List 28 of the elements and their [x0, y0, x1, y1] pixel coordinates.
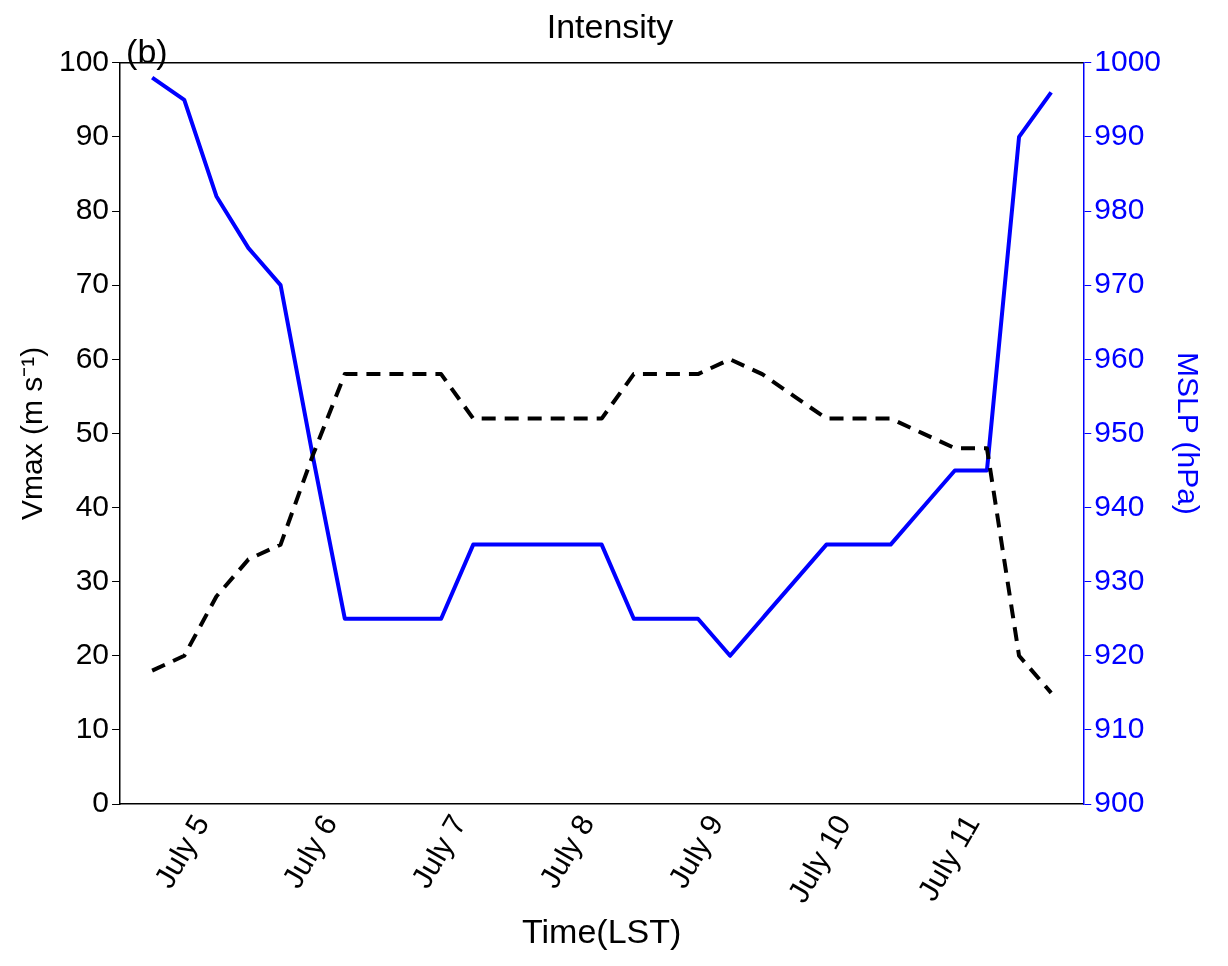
- y2-tick-label: 940: [1094, 488, 1145, 522]
- y-axis-title: Vmax (m s⁻¹): [15, 346, 49, 521]
- y-tick-label: 70: [75, 266, 110, 300]
- y2-tick-label: 910: [1094, 711, 1145, 745]
- y2-tick-label: 920: [1094, 637, 1145, 671]
- y-tick-label: 10: [75, 711, 110, 745]
- line-series: [150, 357, 1054, 695]
- y2-tick-label: 1000: [1094, 44, 1162, 78]
- y-tick-label: 90: [75, 118, 110, 152]
- y2-axis-title: MSLP (hPa): [1171, 351, 1205, 515]
- y-tick-label: 0: [92, 785, 110, 819]
- y2-tick-label: 960: [1094, 340, 1145, 374]
- x-axis-title: Time(LST): [522, 911, 682, 950]
- y-tick-label: 60: [75, 340, 110, 374]
- y2-tick-label: 900: [1094, 785, 1145, 819]
- y2-tick-label: 990: [1094, 118, 1145, 152]
- y-tick-label: 100: [58, 44, 110, 78]
- y2-tick-label: 950: [1094, 414, 1145, 448]
- y-tick-label: 80: [75, 192, 110, 226]
- y2-tick-label: 970: [1094, 266, 1145, 300]
- y-tick-label: 40: [75, 488, 110, 522]
- y2-tick-label: 980: [1094, 192, 1145, 226]
- y-tick-label: 20: [75, 637, 110, 671]
- annotation: (b): [126, 32, 168, 71]
- y2-tick-label: 930: [1094, 562, 1145, 596]
- y-tick-label: 50: [75, 414, 110, 448]
- chart-title: Intensity: [546, 6, 674, 45]
- y-tick-label: 30: [75, 562, 110, 596]
